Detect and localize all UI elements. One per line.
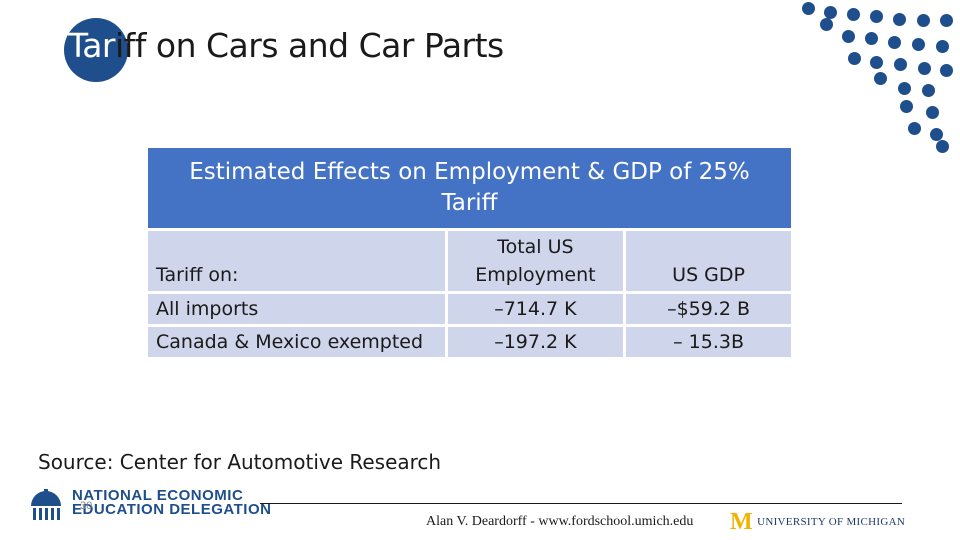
university-of-michigan-logo: M UNIVERSITY OF MICHIGAN (730, 510, 905, 534)
footer-divider (260, 503, 902, 504)
university-name: UNIVERSITY OF MICHIGAN (757, 516, 906, 528)
michigan-block-m-icon: M (730, 509, 753, 535)
row-label: All imports (145, 291, 448, 327)
capitol-dome-icon (31, 489, 61, 520)
slide-number: 30 (80, 500, 93, 512)
slide-title-part-2: iff on Cars and Car Parts (115, 26, 504, 65)
nee-logo-line-2: EDUCATION DELEGATION (72, 501, 272, 518)
nee-logo-text: NATIONAL ECONOMIC EDUCATION DELEGATION (72, 487, 272, 518)
decorative-dot-pattern (790, 0, 960, 160)
slide-title: Tariff on Cars and Car Parts (68, 26, 504, 65)
column-header-employment: Total US Employment (444, 228, 627, 294)
source-citation: Source: Center for Automotive Research (38, 450, 442, 474)
footer-credit: Alan V. Deardorff - www.fordschool.umich… (426, 514, 694, 529)
table-row: Canada & Mexico exempted –197.2 K – 15.3… (145, 324, 794, 360)
gdp-value: – 15.3B (623, 324, 794, 360)
slide-title-part-1: Tar (68, 26, 116, 65)
nee-logo-line-1: NATIONAL ECONOMIC (72, 487, 244, 504)
table-row: All imports –714.7 K –$59.2 B (145, 291, 794, 327)
table-header: Estimated Effects on Employment & GDP of… (145, 145, 794, 231)
employment-value: –197.2 K (444, 324, 627, 360)
title-accent-circle (64, 18, 128, 82)
row-label: Canada & Mexico exempted (145, 324, 448, 360)
tariff-effects-table: Estimated Effects on Employment & GDP of… (145, 145, 794, 360)
employment-value: –714.7 K (444, 291, 627, 327)
gdp-value: –$59.2 B (623, 291, 794, 327)
nee-logo: NATIONAL ECONOMIC EDUCATION DELEGATION (28, 486, 271, 526)
column-header-tariff-on: Tariff on: (145, 228, 448, 294)
column-header-gdp: US GDP (623, 228, 794, 294)
